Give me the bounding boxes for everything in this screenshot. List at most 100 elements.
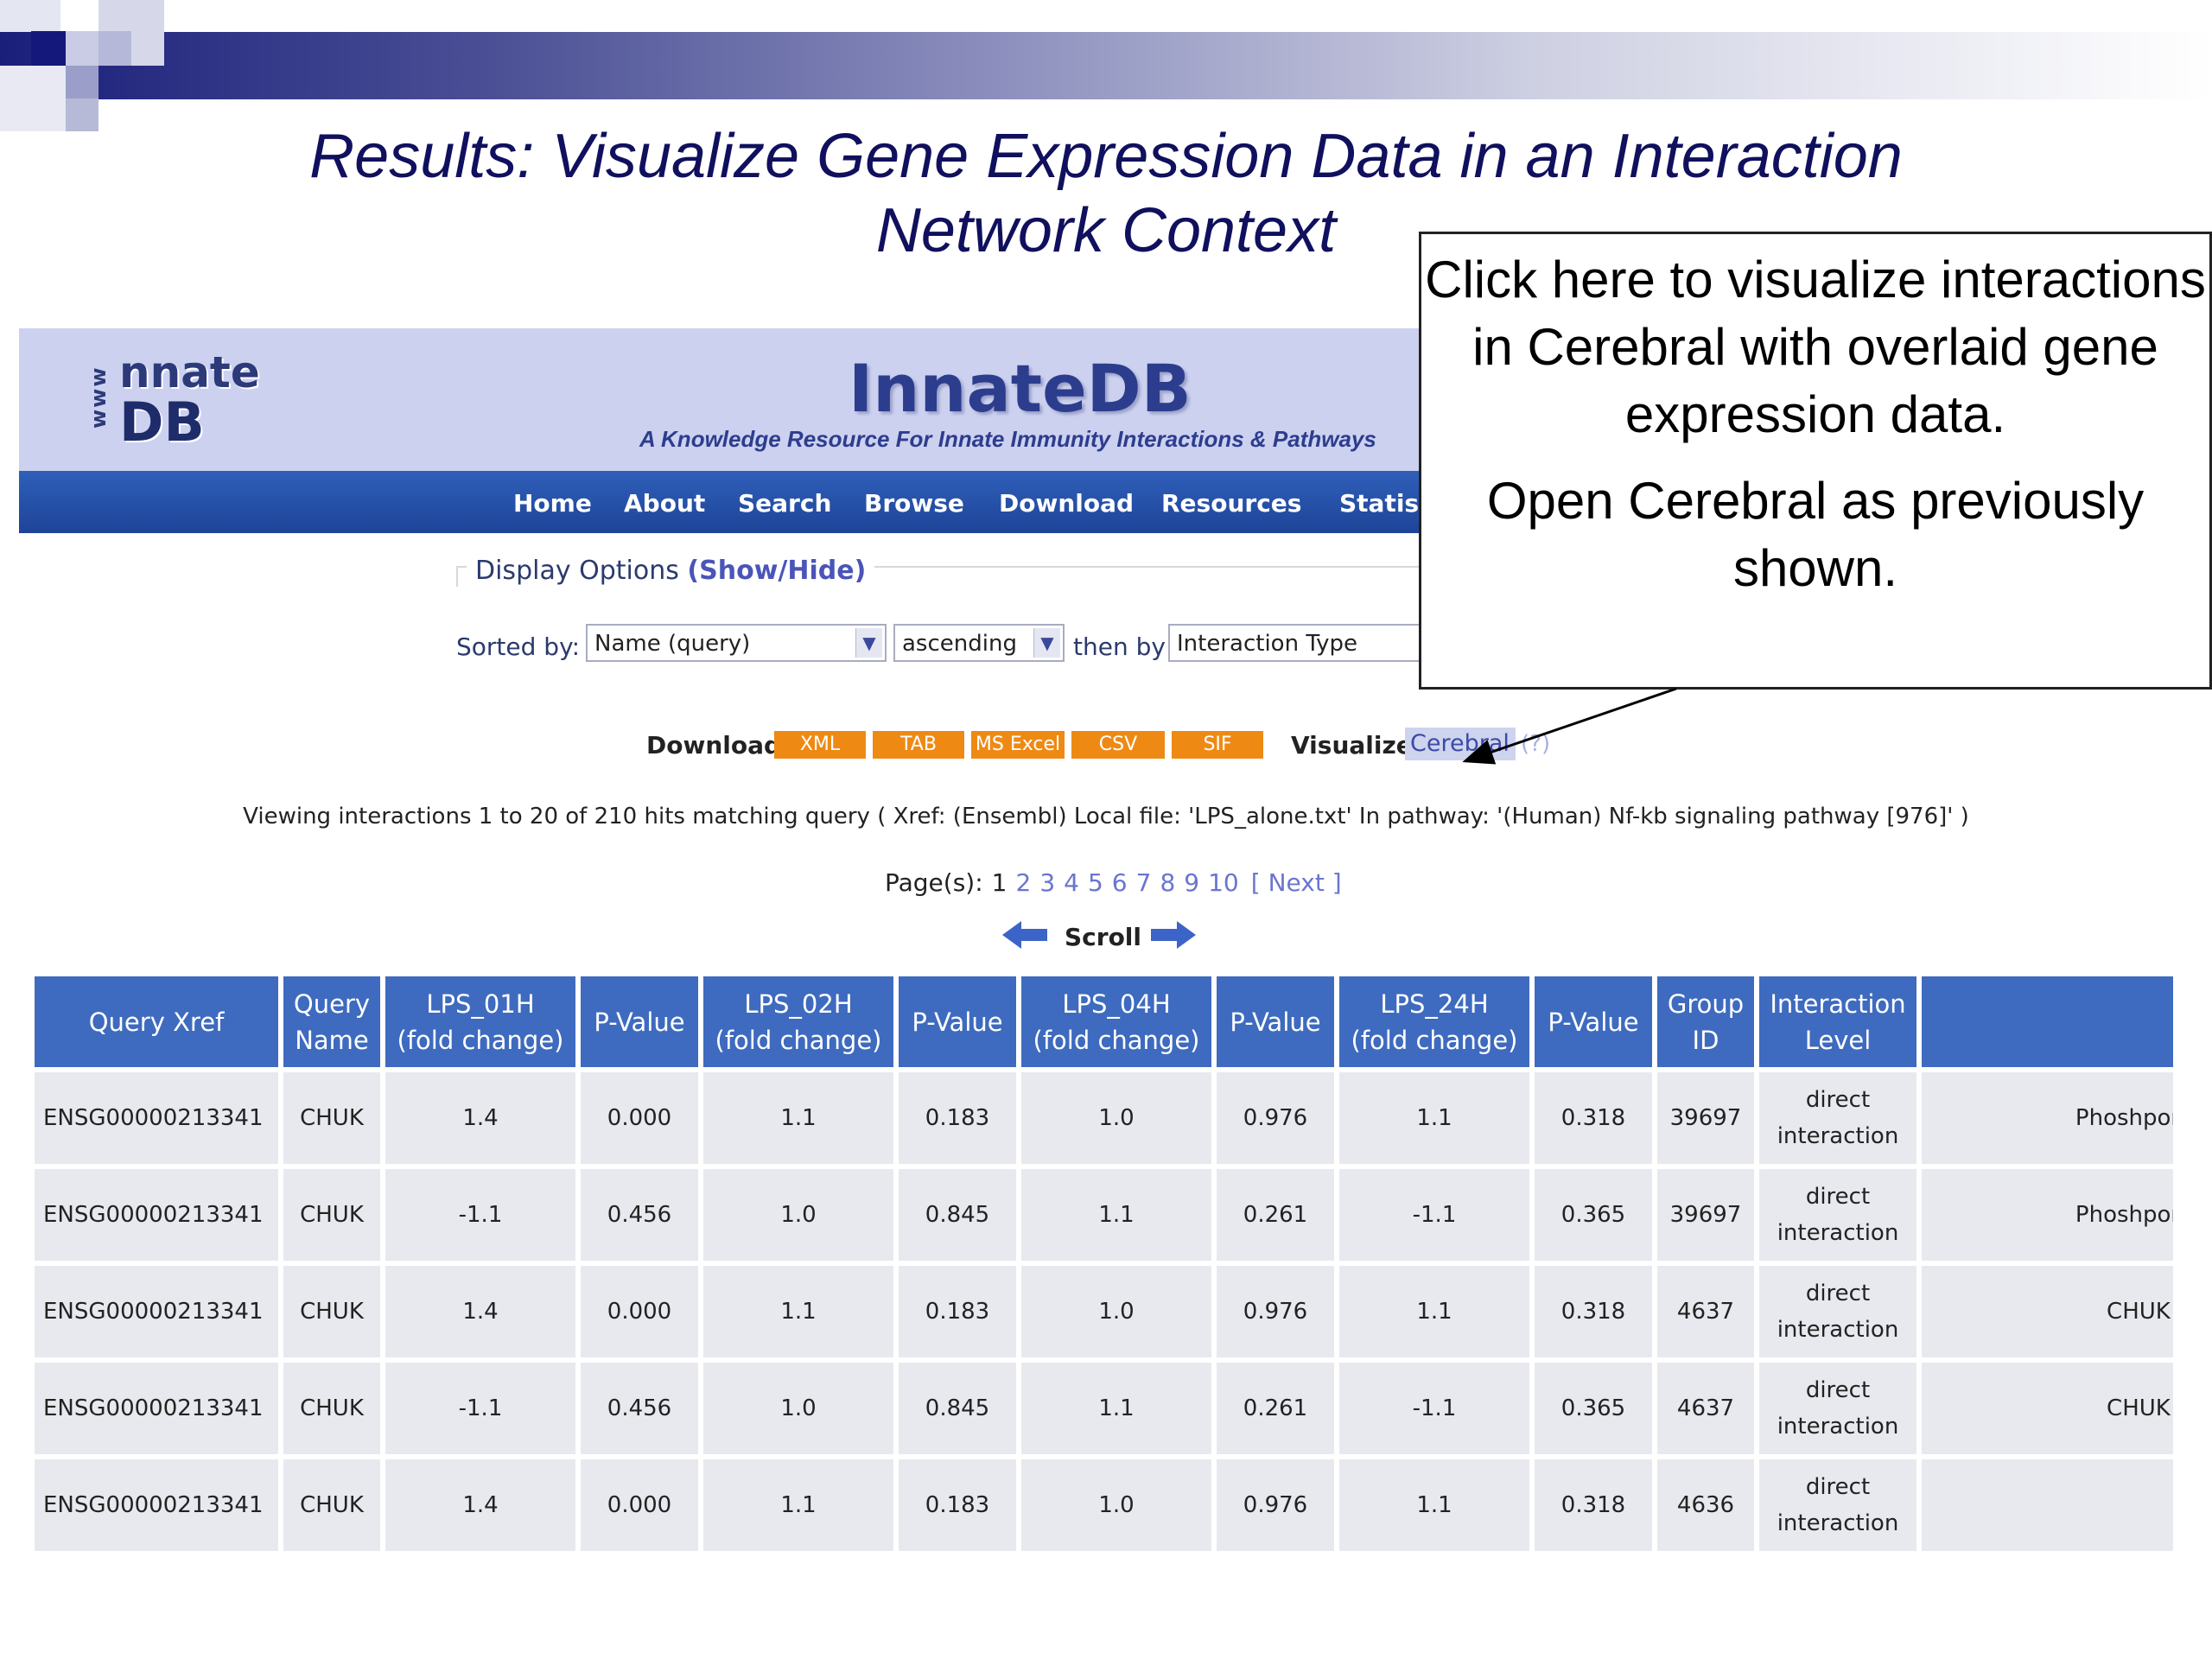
site-header — [19, 328, 1419, 471]
logo-text-bottom: DB — [119, 391, 205, 454]
then-by-label: then by — [1073, 632, 1166, 661]
logo-text-top: nnate — [119, 347, 260, 397]
cell-interaction-level: direct interaction — [1759, 1169, 1916, 1261]
page-link[interactable]: 6 — [1111, 868, 1128, 897]
interaction-level-word: interaction — [1777, 1220, 1899, 1246]
pagination: Page(s): 1 2 3 4 5 6 7 8 9 10 [ Next ] — [885, 868, 1342, 897]
table-row[interactable]: ENSG00000213341 CHUK 1.4 0.000 1.1 0.183 1.0 0.… — [35, 1459, 2173, 1551]
page-link[interactable]: 10 — [1208, 868, 1239, 897]
download-xml-button[interactable]: XML — [774, 731, 866, 759]
cell-interaction-level: direct interaction — [1759, 1459, 1916, 1551]
display-options-toggle[interactable]: (Show/Hide) — [687, 556, 867, 586]
secondary-sort-select[interactable]: Interaction Type — [1168, 624, 1427, 662]
col-header-lps-01h[interactable]: LPS_01H (fold change) — [385, 976, 575, 1067]
cell-lps-24h: 1.1 — [1339, 1072, 1529, 1164]
download-sif-button[interactable]: SIF — [1172, 731, 1263, 759]
results-table: Query Xref Query Name LPS_01H (fold change… — [35, 976, 2173, 1556]
table-row[interactable]: ENSG00000213341 CHUK 1.4 0.000 1.1 0.183 1.0 0.… — [35, 1072, 2173, 1164]
help-link[interactable]: (?) — [1521, 731, 1551, 757]
nav-statistics[interactable]: Statist — [1339, 489, 1431, 518]
nav-download[interactable]: Download — [999, 489, 1135, 518]
header-text: Query Xref — [88, 1007, 225, 1037]
header-text: (fold change) — [1351, 1025, 1518, 1055]
cell-query-xref: ENSG00000213341 — [35, 1266, 278, 1357]
col-header-group-id[interactable]: Group ID — [1657, 976, 1754, 1067]
cell-pvalue: 0.976 — [1217, 1266, 1334, 1357]
page-link[interactable]: 2 — [1015, 868, 1032, 897]
header-text: LPS_04H — [1062, 988, 1171, 1019]
nav-about[interactable]: About — [624, 489, 706, 518]
page-link[interactable]: 4 — [1064, 868, 1079, 897]
cell-query-name: CHUK — [283, 1266, 380, 1357]
sort-field-select[interactable]: Name (query) ▼ — [586, 624, 887, 662]
chevron-down-icon: ▼ — [1033, 628, 1060, 658]
cell-pvalue: 0.000 — [581, 1459, 698, 1551]
header-text: Group — [1667, 988, 1745, 1019]
cell-group-id: 4636 — [1657, 1459, 1754, 1551]
col-header-lps-24h[interactable]: LPS_24H (fold change) — [1339, 976, 1529, 1067]
col-header-pvalue[interactable]: P-Value — [1535, 976, 1652, 1067]
download-csv-button[interactable]: CSV — [1071, 731, 1165, 759]
header-text: LPS_01H — [426, 988, 535, 1019]
col-header-description[interactable]: I — [1922, 976, 2173, 1067]
site-logo[interactable]: www nnate DB — [86, 337, 260, 458]
interaction-level-word: direct — [1805, 1184, 1871, 1210]
cell-group-id: 39697 — [1657, 1169, 1754, 1261]
cell-pvalue: 0.976 — [1217, 1072, 1334, 1164]
header-text: (fold change) — [715, 1025, 882, 1055]
col-header-interaction-level[interactable]: Interaction Level — [1759, 976, 1916, 1067]
display-options-legend: Display Options (Show/Hide) — [467, 556, 875, 586]
table-row[interactable]: ENSG00000213341 CHUK 1.4 0.000 1.1 0.183 1.0 0.… — [35, 1266, 2173, 1357]
scroll-right-arrow-icon[interactable] — [1149, 918, 1198, 952]
cell-pvalue: 0.000 — [581, 1072, 698, 1164]
col-header-lps-04h[interactable]: LPS_04H (fold change) — [1021, 976, 1211, 1067]
col-header-query-name[interactable]: Query Name — [283, 976, 380, 1067]
sort-order-value: ascending — [902, 631, 1017, 657]
cell-pvalue: 0.000 — [581, 1266, 698, 1357]
decor-square — [66, 99, 99, 131]
cell-pvalue: 0.845 — [899, 1363, 1016, 1454]
cell-pvalue: 0.318 — [1535, 1266, 1652, 1357]
visualize-label: Visualize — [1291, 731, 1413, 760]
cell-lps-04h: 1.0 — [1021, 1266, 1211, 1357]
interaction-level-word: interaction — [1777, 1123, 1899, 1149]
page-link[interactable]: 8 — [1160, 868, 1176, 897]
cell-query-name: CHUK — [283, 1169, 380, 1261]
page-link[interactable]: 7 — [1135, 868, 1152, 897]
interaction-level-word: direct — [1805, 1087, 1871, 1113]
cerebral-button[interactable]: Cerebral — [1405, 728, 1516, 760]
page-link[interactable]: 9 — [1184, 868, 1200, 897]
nav-resources[interactable]: Resources — [1161, 489, 1302, 518]
nav-home[interactable]: Home — [513, 489, 592, 518]
nav-browse[interactable]: Browse — [864, 489, 964, 518]
table-row[interactable]: ENSG00000213341 CHUK -1.1 0.456 1.0 0.845 1.1 0… — [35, 1169, 2173, 1261]
col-header-pvalue[interactable]: P-Value — [1217, 976, 1334, 1067]
pagination-label: Page(s): — [885, 868, 983, 897]
nav-search[interactable]: Search — [738, 489, 832, 518]
sort-order-select[interactable]: ascending ▼ — [893, 624, 1065, 662]
sorted-by-label: Sorted by: — [456, 632, 581, 661]
scroll-left-arrow-icon[interactable] — [1001, 918, 1049, 952]
decor-square — [66, 31, 99, 66]
col-header-query-xref[interactable]: Query Xref — [35, 976, 278, 1067]
header-text: ID — [1692, 1025, 1719, 1055]
page-link[interactable]: 3 — [1039, 868, 1056, 897]
cell-pvalue: 0.365 — [1535, 1363, 1652, 1454]
cell-lps-04h: 1.1 — [1021, 1169, 1211, 1261]
cell-lps-24h: -1.1 — [1339, 1363, 1529, 1454]
download-tab-button[interactable]: TAB — [873, 731, 964, 759]
col-header-pvalue[interactable]: P-Value — [899, 976, 1016, 1067]
display-options-frame — [456, 566, 1426, 587]
col-header-pvalue[interactable]: P-Value — [581, 976, 698, 1067]
cell-lps-01h: 1.4 — [385, 1072, 575, 1164]
header-text: Query — [293, 988, 371, 1019]
sort-field-value: Name (query) — [594, 631, 751, 657]
table-row[interactable]: ENSG00000213341 CHUK -1.1 0.456 1.0 0.845 1.1 0… — [35, 1363, 2173, 1454]
decor-square — [99, 31, 131, 66]
col-header-lps-02h[interactable]: LPS_02H (fold change) — [703, 976, 893, 1067]
decor-square — [31, 31, 66, 66]
cell-lps-02h: 1.1 — [703, 1266, 893, 1357]
download-excel-button[interactable]: MS Excel — [971, 731, 1065, 759]
next-page-link[interactable]: [ Next ] — [1250, 868, 1342, 897]
page-link[interactable]: 5 — [1087, 868, 1103, 897]
